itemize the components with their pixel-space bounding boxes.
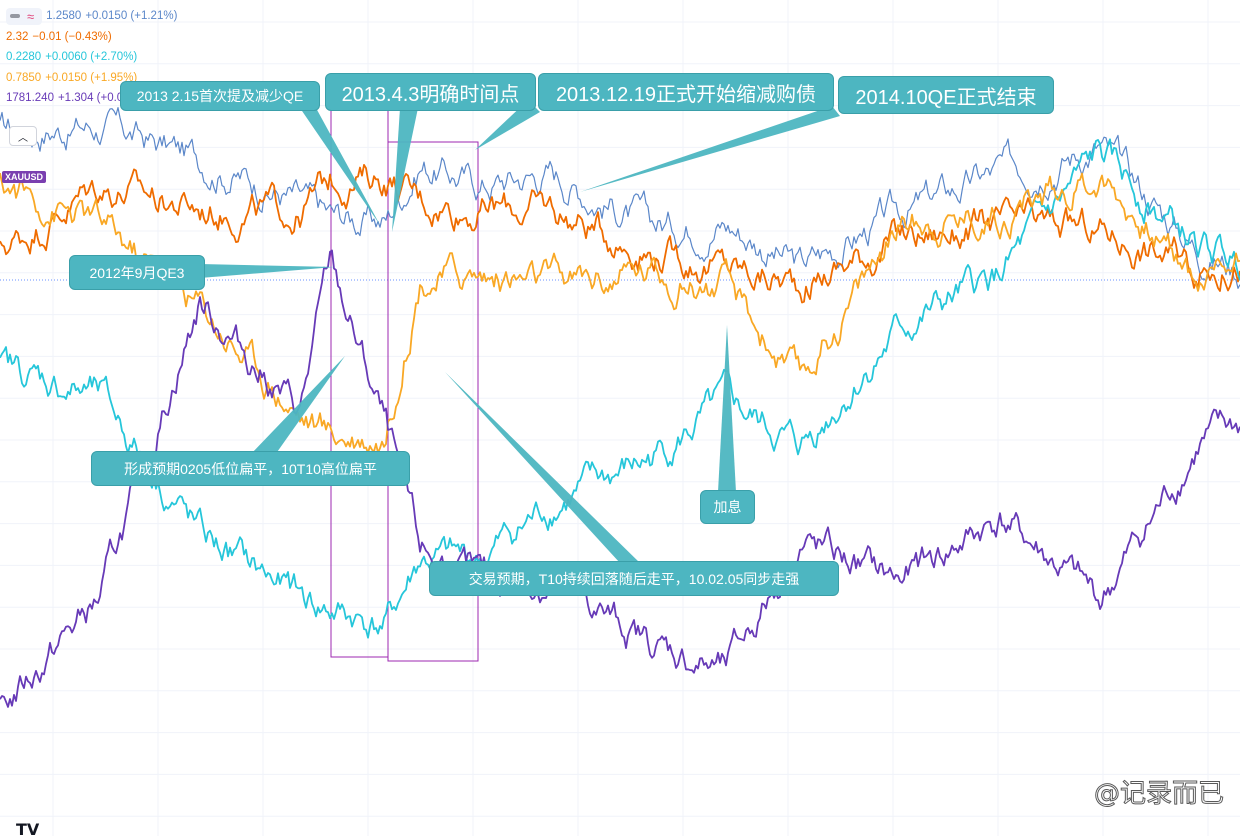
pointer-clear-timepoint bbox=[392, 108, 418, 232]
legend-change: +0.0150 (+1.95%) bbox=[45, 71, 138, 84]
legend-row: 2.32 −0.01 (−0.43%) bbox=[6, 27, 181, 48]
collapse-legend-button[interactable]: ︿ bbox=[9, 126, 37, 146]
annotation-expectation-flat[interactable]: 形成预期0205低位扁平，10T10高位扁平 bbox=[91, 451, 410, 486]
annotation-qe-end[interactable]: 2014.10QE正式结束 bbox=[838, 76, 1054, 114]
legend-row: ≈ 1.2580 +0.0150 (+1.21%) bbox=[6, 6, 181, 27]
legend-value: 1781.240 bbox=[6, 92, 54, 104]
legend-change: +0.0150 (+1.21%) bbox=[85, 10, 178, 22]
legend-value: 1.2580 bbox=[46, 10, 82, 22]
pointer-rate-hike bbox=[718, 325, 736, 492]
series-line bbox=[0, 249, 1240, 708]
legend-change: +0.0060 (+2.70%) bbox=[45, 51, 138, 63]
pointer-trade-expectation bbox=[445, 372, 640, 563]
annotation-trade-expectation[interactable]: 交易预期，T10持续回落随后走平，10.02.05同步走强 bbox=[429, 561, 839, 596]
annotation-clear-timepoint[interactable]: 2013.4.3明确时间点 bbox=[325, 73, 536, 111]
annotation-qe-taper-mention[interactable]: 2013 2.15首次提及减少QE bbox=[120, 81, 320, 111]
legend-tools[interactable]: ≈ bbox=[6, 7, 43, 25]
legend-change: −0.01 (−0.43%) bbox=[32, 30, 112, 43]
legend-row: 0.7850 +0.0150 (+1.95%) bbox=[6, 68, 181, 89]
series-line bbox=[0, 164, 1240, 304]
pointer-qe-taper-mention bbox=[300, 108, 380, 225]
pointer-qe3 bbox=[200, 264, 335, 278]
chevron-up-icon: ︿ bbox=[18, 132, 28, 144]
highlight-range-box bbox=[387, 141, 479, 662]
annotation-qe3[interactable]: 2012年9月QE3 bbox=[69, 255, 205, 290]
legend-value: 0.7850 bbox=[6, 71, 42, 84]
series-line bbox=[0, 107, 1240, 289]
tradingview-logo: TV bbox=[16, 820, 40, 839]
watermark: @记录而已 bbox=[1093, 779, 1224, 810]
approx-icon[interactable]: ≈ bbox=[27, 8, 35, 24]
legend-value: 2.32 bbox=[6, 30, 29, 43]
symbol-tag: XAUUSD bbox=[2, 171, 47, 183]
series-line bbox=[0, 172, 1240, 454]
pointer-expectation-flat bbox=[250, 356, 345, 455]
annotation-rate-hike[interactable]: 加息 bbox=[700, 490, 755, 524]
pointer-qe-end bbox=[580, 106, 840, 192]
legend-row: 0.2280 +0.0060 (+2.70%) bbox=[6, 47, 181, 68]
pointer-taper-start bbox=[475, 100, 540, 150]
annotation-taper-start[interactable]: 2013.12.19正式开始缩减购债 bbox=[538, 73, 834, 111]
legend-value: 0.2280 bbox=[6, 51, 42, 63]
minus-icon[interactable] bbox=[10, 14, 20, 19]
